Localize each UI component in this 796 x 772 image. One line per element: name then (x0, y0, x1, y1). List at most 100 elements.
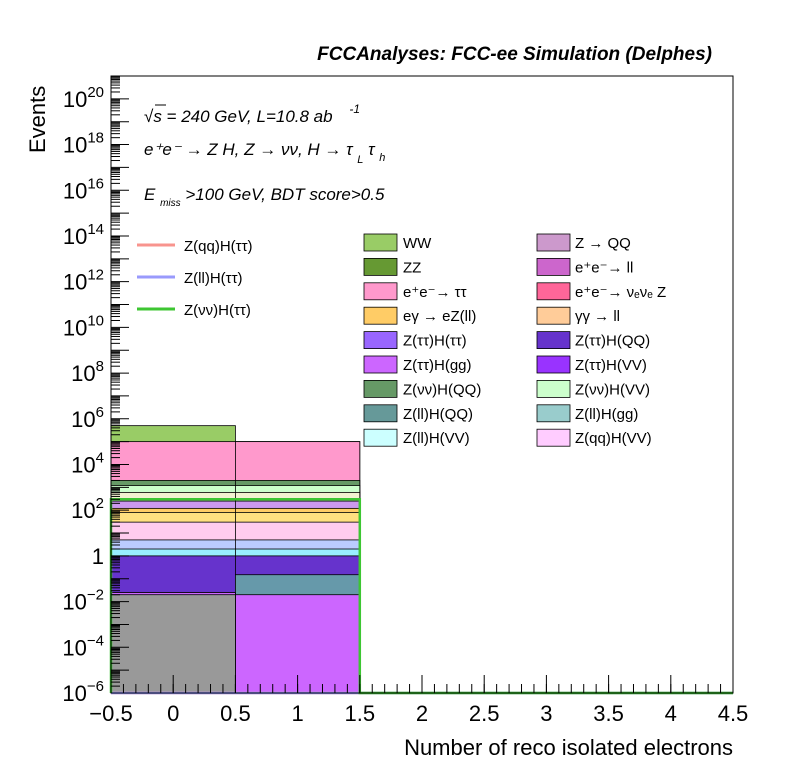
legend-swatch (363, 257, 398, 276)
y-tick-exp: −4 (87, 632, 104, 649)
x-axis-label: Number of reco isolated electrons (404, 735, 733, 760)
stack-bars (110, 425, 361, 694)
legend-swatch (536, 404, 571, 423)
y-axis-label: Events (25, 86, 50, 153)
y-tick-base: 10 (62, 590, 86, 615)
legend-swatch (536, 306, 571, 325)
legend-label: Z(ll)H(VV) (403, 430, 470, 447)
y-tick-base: 10 (71, 498, 95, 523)
legend-column-2: Z → QQ e⁺e⁻→ ll e⁺e⁻→ νₑνₑ Z γγ → ll Z(ττ)H(… (536, 233, 666, 447)
y-tick-label: 102 (71, 495, 104, 523)
y-tick-base: 10 (63, 178, 87, 203)
y-tick-exp: 6 (96, 404, 104, 421)
y-tick-exp: 18 (87, 130, 104, 147)
legend-label: Z(ττ)H(VV) (575, 357, 647, 374)
legend-swatch (363, 404, 398, 423)
legend-label: Z → QQ (575, 235, 631, 252)
y-tick-exp: −6 (87, 678, 104, 695)
y-tick-base: 10 (71, 361, 95, 386)
x-tick-label: 4 (665, 701, 677, 726)
annotation-line3: E miss >100 GeV, BDT score>0.5 (144, 185, 385, 210)
y-tick-exp: 10 (87, 312, 104, 329)
y-tick-exp: 16 (87, 175, 104, 192)
y-tick-base: 10 (63, 133, 87, 158)
legend-swatch (363, 428, 398, 447)
legend-label: WW (403, 235, 432, 252)
legend-swatch (363, 282, 398, 301)
annotation-block: √s = 240 GeV, L=10.8 ab -1 e⁺e⁻ → Z H, Z… (144, 102, 385, 210)
legend-label: Z(ττ)H(ττ) (403, 333, 467, 350)
x-tick-label: 2.5 (469, 701, 500, 726)
legend-swatch (363, 233, 398, 252)
x-tick-label: 3.5 (593, 701, 624, 726)
legend-swatch (536, 379, 571, 398)
y-tick-exp: 4 (96, 449, 104, 466)
annotation-line2-sub1: L (357, 154, 363, 166)
y-tick-label: 1012 (63, 267, 104, 295)
y-tick-label: 1020 (63, 84, 104, 112)
annotation-line3-E: E (144, 185, 156, 204)
y-tick-base: 10 (71, 452, 95, 477)
annotation-line2-sub2: h (379, 152, 385, 164)
legend-label: eγ → eZ(ll) (403, 308, 476, 325)
y-tick-base: 10 (63, 315, 87, 340)
x-tick-label: 1.5 (345, 701, 376, 726)
x-tick-label: 4.5 (718, 701, 749, 726)
legend-swatch (363, 355, 398, 374)
legend-label: e⁺e⁻→ ll (575, 259, 633, 276)
x-axis: −0.5 0 0.5 1 1.5 2 2.5 3 3.5 4 4.5 (89, 675, 748, 726)
legend-label: Z(ll)H(gg) (575, 406, 638, 423)
y-tick-label: 104 (71, 449, 104, 477)
legend-swatch (536, 282, 571, 301)
legend-swatch (536, 233, 571, 252)
y-tick-base: 10 (63, 224, 87, 249)
legend-label: γγ → ll (575, 308, 620, 325)
y-tick-exp: −2 (87, 587, 104, 604)
y-tick-exp: 20 (87, 84, 104, 101)
y-tick-exp: 2 (96, 495, 104, 512)
annotation-line2-tau: τ (368, 140, 376, 159)
y-tick-base: 10 (62, 635, 86, 660)
y-tick-label: 10−6 (62, 678, 104, 706)
y-tick-label: 108 (71, 358, 104, 386)
x-tick-label: 1 (291, 701, 303, 726)
annotation-line1: √s = 240 GeV, L=10.8 ab -1 (144, 102, 360, 126)
legend-label: Z(νν)H(VV) (575, 381, 650, 398)
legend-label: e⁺e⁻→ ττ (403, 284, 467, 301)
x-tick-label: 0.5 (220, 701, 251, 726)
legend-swatch (536, 331, 571, 350)
legend-column-1: WW ZZ e⁺e⁻→ ττ eγ → eZ(ll) Z(ττ)H(ττ) Z(ττ)H(… (363, 233, 481, 447)
chart-title: FCCAnalyses: FCC-ee Simulation (Delphes) (317, 44, 712, 65)
y-tick-label: 106 (71, 404, 104, 432)
annotation-line2: e⁺e⁻ → Z H, Z → νν, H → τ L τ h (144, 140, 385, 167)
annotation-line2-main: e⁺e⁻ → Z H, Z → νν, H → τ (144, 140, 354, 159)
legend-signals: Z(qq)H(ττ) Z(ll)H(ττ) Z(νν)H(ττ) (137, 238, 253, 319)
annotation-line1-main: √s = 240 GeV, L=10.8 ab (144, 107, 333, 126)
y-tick-label: 1 (92, 544, 104, 569)
x-tick-label: 0 (167, 701, 179, 726)
y-tick-base: 10 (71, 407, 95, 432)
legend-swatch (363, 306, 398, 325)
y-tick-exp: 14 (87, 221, 104, 238)
y-tick-label: 1014 (63, 221, 104, 249)
legend-swatch (536, 428, 571, 447)
y-tick-base: 10 (63, 87, 87, 112)
x-tick-label: 3 (540, 701, 552, 726)
y-tick-label: 1016 (63, 175, 104, 203)
legend-label: Z(ll)H(QQ) (403, 406, 473, 423)
x-tick-label: −0.5 (89, 701, 132, 726)
annotation-line3-rest: >100 GeV, BDT score>0.5 (185, 185, 385, 204)
y-axis: 10−610−410−21102104106108101010121014101… (62, 75, 129, 706)
legend-label: Z(νν)H(QQ) (403, 381, 481, 398)
y-tick-base: 10 (62, 681, 86, 706)
annotation-line1-sup: -1 (349, 102, 360, 116)
y-tick-label: 10−2 (62, 587, 104, 615)
legend-swatch (536, 257, 571, 276)
y-tick-exp: 12 (87, 267, 104, 284)
y-tick-exp: 8 (96, 358, 104, 375)
annotation-line3-sub: miss (160, 198, 181, 209)
legend-label: Z(qq)H(VV) (575, 430, 652, 447)
legend-signal-label: Z(ll)H(ττ) (184, 270, 243, 287)
